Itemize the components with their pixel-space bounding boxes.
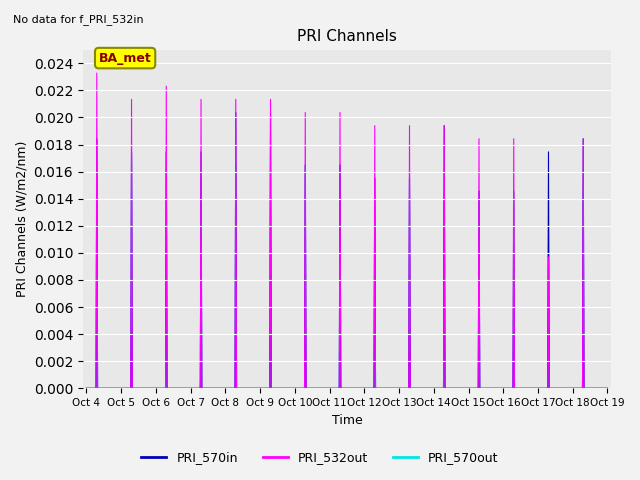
PRI_532out <box>419 385 426 391</box>
PRI_570in <box>602 385 609 391</box>
PRI_570in <box>232 109 239 115</box>
X-axis label: Time: Time <box>332 414 362 427</box>
PRI_570out <box>83 385 90 391</box>
Y-axis label: PRI Channels (W/m2/nm): PRI Channels (W/m2/nm) <box>15 141 28 297</box>
PRI_532out <box>602 385 609 391</box>
PRI_570out <box>278 385 285 391</box>
PRI_532out <box>83 385 90 391</box>
PRI_570out <box>189 385 196 391</box>
PRI_532out <box>278 385 285 391</box>
PRI_532out <box>604 385 611 391</box>
PRI_570out <box>493 385 500 391</box>
Line: PRI_570out: PRI_570out <box>86 139 607 388</box>
Text: BA_met: BA_met <box>99 51 152 65</box>
PRI_570in <box>278 385 285 391</box>
Line: PRI_532out: PRI_532out <box>86 73 607 388</box>
PRI_570out <box>194 385 202 391</box>
PRI_570in <box>493 385 500 391</box>
PRI_570in <box>419 385 426 391</box>
PRI_570out <box>602 385 609 391</box>
Text: No data for f_PRI_532in: No data for f_PRI_532in <box>13 14 143 25</box>
PRI_570in <box>194 385 202 391</box>
PRI_532out <box>194 385 202 391</box>
PRI_570out <box>604 385 611 391</box>
PRI_570in <box>604 385 611 391</box>
PRI_570out <box>93 136 100 142</box>
PRI_532out <box>189 385 196 391</box>
PRI_532out <box>493 385 500 391</box>
PRI_532out <box>93 70 100 76</box>
PRI_570in <box>83 385 90 391</box>
PRI_570in <box>189 385 196 391</box>
Title: PRI Channels: PRI Channels <box>297 29 397 44</box>
PRI_570out <box>419 385 426 391</box>
Line: PRI_570in: PRI_570in <box>86 112 607 388</box>
Legend: PRI_570in, PRI_532out, PRI_570out: PRI_570in, PRI_532out, PRI_570out <box>136 446 504 469</box>
